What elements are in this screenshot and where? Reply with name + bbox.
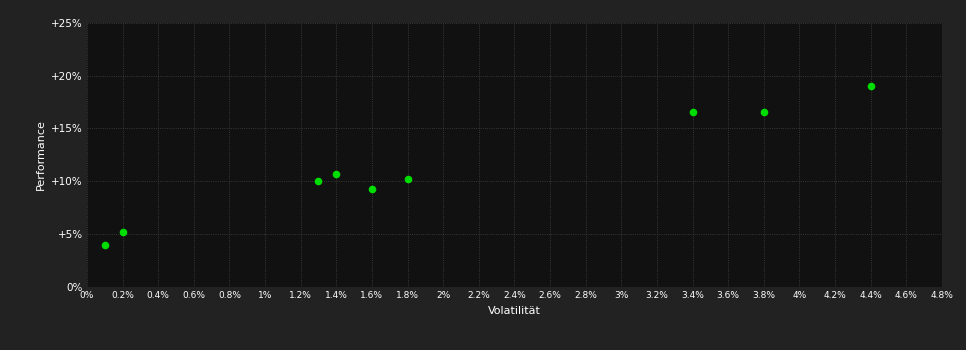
Point <box>97 242 112 247</box>
Y-axis label: Performance: Performance <box>36 119 45 190</box>
X-axis label: Volatilität: Volatilität <box>488 306 541 316</box>
Point <box>311 178 327 184</box>
Point <box>685 109 700 114</box>
Point <box>756 109 772 114</box>
Point <box>328 171 344 177</box>
Point <box>400 176 415 182</box>
Point <box>364 186 380 191</box>
Point <box>863 83 878 89</box>
Point <box>115 229 130 235</box>
